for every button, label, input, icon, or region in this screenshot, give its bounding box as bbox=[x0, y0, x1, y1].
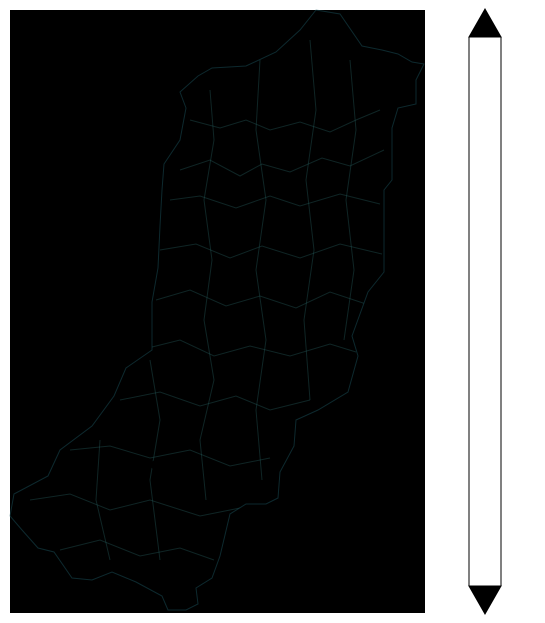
city-marker-c-monti bbox=[150, 460, 160, 470]
city-markers bbox=[150, 121, 334, 470]
province-outline bbox=[9, 9, 425, 611]
colorbar-frame bbox=[468, 36, 502, 587]
zone-50-60-blob bbox=[236, 353, 268, 385]
municipality-borders bbox=[29, 39, 385, 561]
colorbar bbox=[468, 7, 502, 616]
zone-10-20 bbox=[196, 66, 240, 88]
city-marker-reggio-emilia bbox=[269, 227, 279, 237]
colorbar-under-triangle bbox=[468, 585, 502, 616]
city-marker-novellara bbox=[324, 121, 334, 131]
colorbar-over-triangle bbox=[468, 7, 502, 38]
